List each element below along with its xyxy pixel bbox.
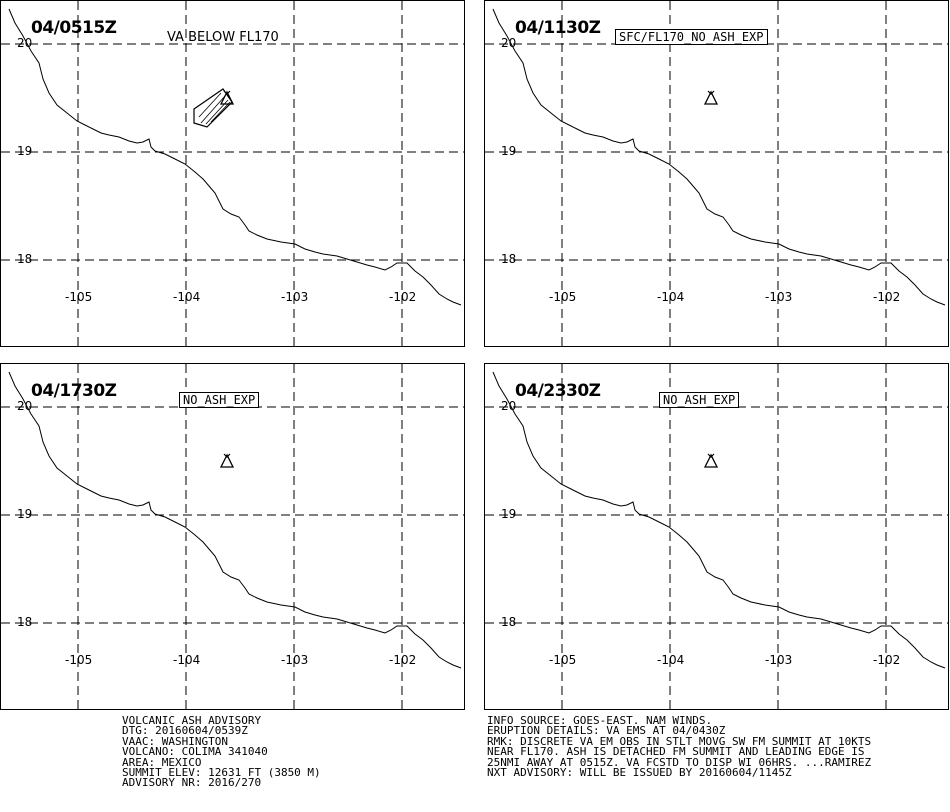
volcano-triangle-icon [703,90,719,105]
coastline [492,371,946,669]
latitude-label: 19 [17,507,33,521]
advisory-line: VOLCANO: COLIMA 341040 [122,745,268,759]
forecast-time: 04/1130Z [515,18,601,38]
latitude-label: 18 [501,615,517,629]
longitude-label: -105 [549,290,577,304]
longitude-label: -104 [657,653,685,667]
advisory-remarks-text: INFO SOURCE: GOES-EAST. NAM WINDS. ERUPTI… [487,714,872,779]
coastline [492,8,946,306]
ash-cloud-hatch [200,95,226,124]
longitude-label: -104 [173,653,201,667]
longitude-label: -102 [873,653,901,667]
longitude-label: -104 [657,290,685,304]
latitude-label: 18 [17,615,33,629]
longitude-label: -102 [389,290,417,304]
latitude-label: 18 [501,252,517,266]
advisory-line: AREA: MEXICO [122,755,202,769]
longitude-label: -102 [873,290,901,304]
ash-status-label: NO_ASH_EXP [659,392,740,408]
ash-status-label: NO_ASH_EXP [179,392,260,408]
volcano-plume-icon [707,453,715,458]
longitude-label: -103 [765,290,793,304]
longitude-label: -103 [281,653,309,667]
map-panel: 04/0515Z VA BELOW FL170 20 19 18 -105 -104 -103… [0,0,465,347]
longitude-label: -105 [549,653,577,667]
map-canvas [1,1,464,346]
volcano-triangle-icon [219,453,235,468]
longitude-label: -103 [765,653,793,667]
remark-line: INFO SOURCE: GOES-EAST. NAM WINDS. [487,714,713,727]
ash-cloud-hatch [210,101,231,123]
advisory-line: DTG: 20160604/0539Z [122,724,248,738]
advisory-line: VAAC: WASHINGTON [122,734,228,748]
volcano-triangle-icon [703,453,719,468]
latitude-label: 19 [17,144,33,158]
map-canvas [485,1,948,346]
volcano-triangle-icon [219,90,235,105]
remark-line: ERUPTION DETAILS: VA EMS AT 04/0430Z [487,724,726,738]
ash-cloud-polygon [193,88,233,128]
longitude-label: -105 [65,653,93,667]
advisory-line: ADVISORY NR: 2016/270 [122,776,262,790]
advisory-line: VOLCANIC ASH ADVISORY [122,714,262,727]
ash-status-label: VA BELOW FL170 [167,30,279,45]
latitude-label: 20 [17,36,33,50]
volcano-plume-icon [223,453,231,458]
coastline [8,8,462,306]
forecast-time: 04/0515Z [31,18,117,38]
latitude-label: 20 [17,399,33,413]
advisory-line: SUMMIT ELEV: 12631 FT (3850 M) [122,765,321,779]
map-panel: 04/1730Z NO_ASH_EXP 20 19 18 -105 -104 -103 -102 [0,363,465,710]
map-canvas [485,364,948,709]
remark-line: NEAR FL170. ASH IS DETACHED FM SUMMIT AN… [487,745,865,759]
forecast-time: 04/1730Z [31,381,117,401]
remark-line: 25NMI AWAY AT 0515Z. VA FCSTD TO DISP WI… [487,755,872,769]
latitude-label: 19 [501,144,517,158]
longitude-label: -105 [65,290,93,304]
longitude-label: -104 [173,290,201,304]
forecast-time: 04/2330Z [515,381,601,401]
volcano-plume-icon [707,90,715,95]
remark-line: NXT ADVISORY: WILL BE ISSUED BY 20160604… [487,765,792,779]
latitude-label: 20 [501,399,517,413]
map-panel: 04/2330Z NO_ASH_EXP 20 19 18 -105 -104 -103 -102 [484,363,949,710]
latitude-label: 20 [501,36,517,50]
longitude-label: -103 [281,290,309,304]
longitude-label: -102 [389,653,417,667]
coastline [8,371,462,669]
ash-status-label: SFC/FL170_NO_ASH_EXP [615,29,768,45]
advisory-header-text: VOLCANIC ASH ADVISORY DTG: 20160604/0539Z… [122,714,321,790]
ash-cloud-hatch [198,92,222,118]
map-panel: 04/1130Z SFC/FL170_NO_ASH_EXP 20 19 18 -105 -1… [484,0,949,347]
ash-cloud-hatch [205,99,229,125]
latitude-label: 18 [17,252,33,266]
remark-line: RMK: DISCRETE VA EM OBS IN STLT MOVG SW … [487,734,872,748]
advisory-map-panels: 04/0515Z VA BELOW FL170 20 19 18 -105 -104 -103… [0,0,949,710]
latitude-label: 19 [501,507,517,521]
map-canvas [1,364,464,709]
